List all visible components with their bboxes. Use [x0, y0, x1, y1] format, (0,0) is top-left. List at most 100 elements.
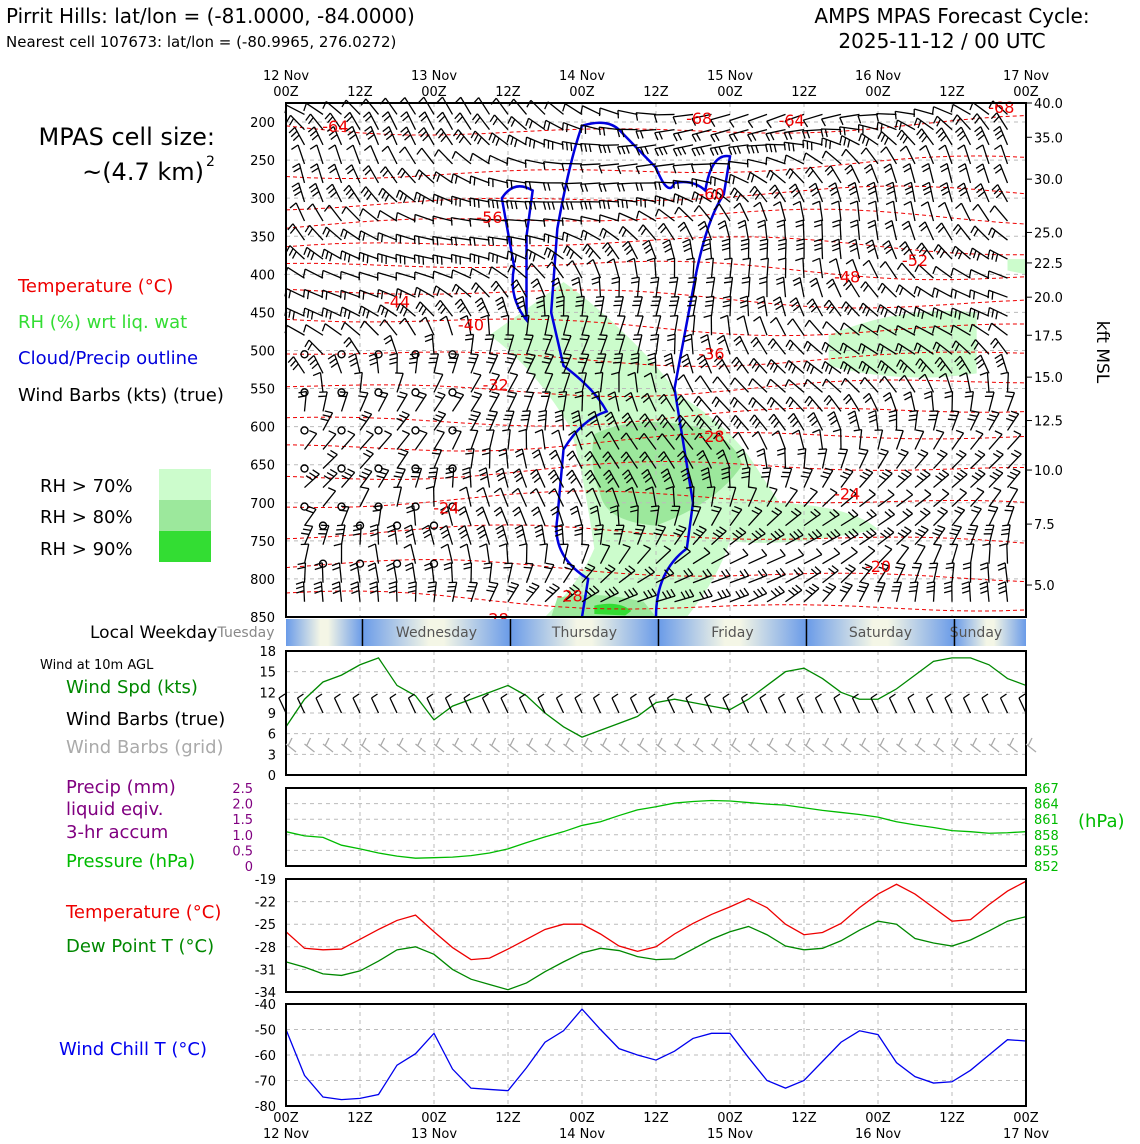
wind-barb-flag [750, 186, 755, 192]
wind-barb-flag [868, 201, 875, 204]
wind-barb-flag [945, 391, 953, 393]
wind-barb-flag [733, 147, 736, 154]
wind-barb-flag [293, 364, 298, 370]
wind-barb [593, 260, 600, 279]
rh-region [1008, 259, 1027, 274]
wind-barb [490, 563, 492, 583]
wind-barb-flag [784, 142, 785, 150]
wind-barb [639, 211, 656, 221]
temperature-contour-label: -52 [902, 251, 928, 270]
wind-barb-flag [415, 192, 417, 200]
surface-wind-barb-flag [982, 694, 988, 698]
wind-barb [416, 582, 417, 602]
wind-barb [885, 262, 896, 279]
wind-barb-flag [811, 306, 817, 312]
wind-barb-flag [511, 201, 513, 209]
wind-barb-flag [562, 232, 563, 240]
wind-barb-flag [646, 249, 652, 254]
wind-barb-flag [796, 585, 802, 590]
wind-barb-flag [897, 563, 905, 564]
wind-barb-flag [292, 164, 299, 168]
panel-tick-label: 858 [1034, 829, 1059, 844]
wind-barb [618, 183, 638, 184]
wind-barb [472, 268, 489, 278]
wind-barb-flag [511, 119, 515, 126]
wind-barb-flag [635, 529, 643, 530]
wind-barb-flag [807, 364, 810, 371]
wind-barb [305, 269, 323, 278]
wind-barb-flag [603, 184, 606, 192]
wind-barb-flag [525, 335, 533, 336]
wind-barb-flag [489, 411, 497, 412]
bottom-hour-label: 00Z [421, 1111, 447, 1126]
wind-barb [390, 335, 397, 354]
wind-barb-flag [847, 169, 853, 174]
wind-barb-flag [322, 270, 323, 278]
wind-barb-flag [562, 184, 564, 192]
wind-barb [488, 200, 508, 202]
wind-barb [619, 297, 623, 317]
grid-wind-barb-flag [362, 738, 366, 746]
wind-barb [740, 336, 749, 354]
wind-barb [699, 396, 712, 411]
wind-barb-flag [940, 251, 944, 258]
wind-barb [567, 246, 582, 259]
wind-barb-flag [720, 315, 727, 318]
grid-wind-barb [1026, 744, 1036, 752]
wind-barb [375, 563, 378, 583]
wind-barb-flag [724, 258, 732, 259]
wind-barb-flag [996, 469, 1003, 473]
wind-barb-flag [569, 455, 575, 460]
grid-wind-barb-flag [936, 738, 940, 746]
wind-barb [926, 145, 934, 163]
wind-barb-flag [323, 227, 326, 234]
wind-barb [487, 544, 490, 564]
wind-barb [1001, 145, 1008, 164]
wind-barb-flag [757, 453, 764, 456]
wind-barb-flag [470, 354, 478, 355]
wind-barb-flag [794, 282, 801, 286]
wind-barb-flag [363, 166, 369, 172]
wind-barb-flag [904, 527, 911, 531]
wind-barb-flag [516, 529, 523, 533]
wind-barb-flag [780, 549, 785, 555]
wind-barb-flag [321, 419, 329, 421]
wind-barb-flag [563, 246, 567, 253]
wind-barb [776, 318, 785, 336]
kft-tick-label: 25.0 [1034, 226, 1063, 241]
wind-barb-flag [404, 525, 411, 529]
wind-barb-flag [379, 472, 387, 474]
wind-barb-flag [1014, 431, 1021, 435]
wind-barb-flag [289, 127, 295, 133]
wind-barb-flag [830, 141, 831, 149]
station-title: Pirrit Hills: lat/lon = (-81.0000, -84.0… [6, 4, 415, 28]
wind-barb [542, 525, 545, 545]
wind-barb-flag [965, 396, 973, 397]
wind-barb-flag [322, 324, 325, 331]
wind-barb-flag [910, 582, 918, 583]
bottom-date-label: 16 Nov [855, 1127, 901, 1140]
wind-barb [600, 108, 619, 114]
wind-barb-flag [889, 410, 897, 412]
wind-barb-flag [859, 134, 862, 142]
wind-barb-flag [822, 151, 825, 158]
wind-barb-flag [336, 529, 344, 530]
wind-barb-flag [938, 202, 944, 207]
wind-barb [412, 563, 415, 583]
wind-barb-flag [346, 189, 351, 195]
wind-barb [514, 99, 527, 114]
wind-barb [886, 147, 896, 164]
wind-barb-flag [334, 544, 342, 546]
wind-barb [710, 163, 730, 164]
wind-barb-flag [850, 220, 857, 223]
wind-barb [538, 507, 545, 526]
wind-barb-flag [785, 155, 787, 163]
wind-barb-flag [403, 116, 409, 121]
legend-cloud: Cloud/Precip outline [18, 348, 198, 369]
wind-barb-flag [678, 222, 684, 227]
wind-barb-flag [867, 531, 873, 536]
wind-barb-flag [921, 526, 928, 530]
wind-barb-flag [823, 322, 827, 329]
wind-barb-flag [595, 301, 603, 302]
cell-size-exponent: 2 [206, 154, 215, 170]
